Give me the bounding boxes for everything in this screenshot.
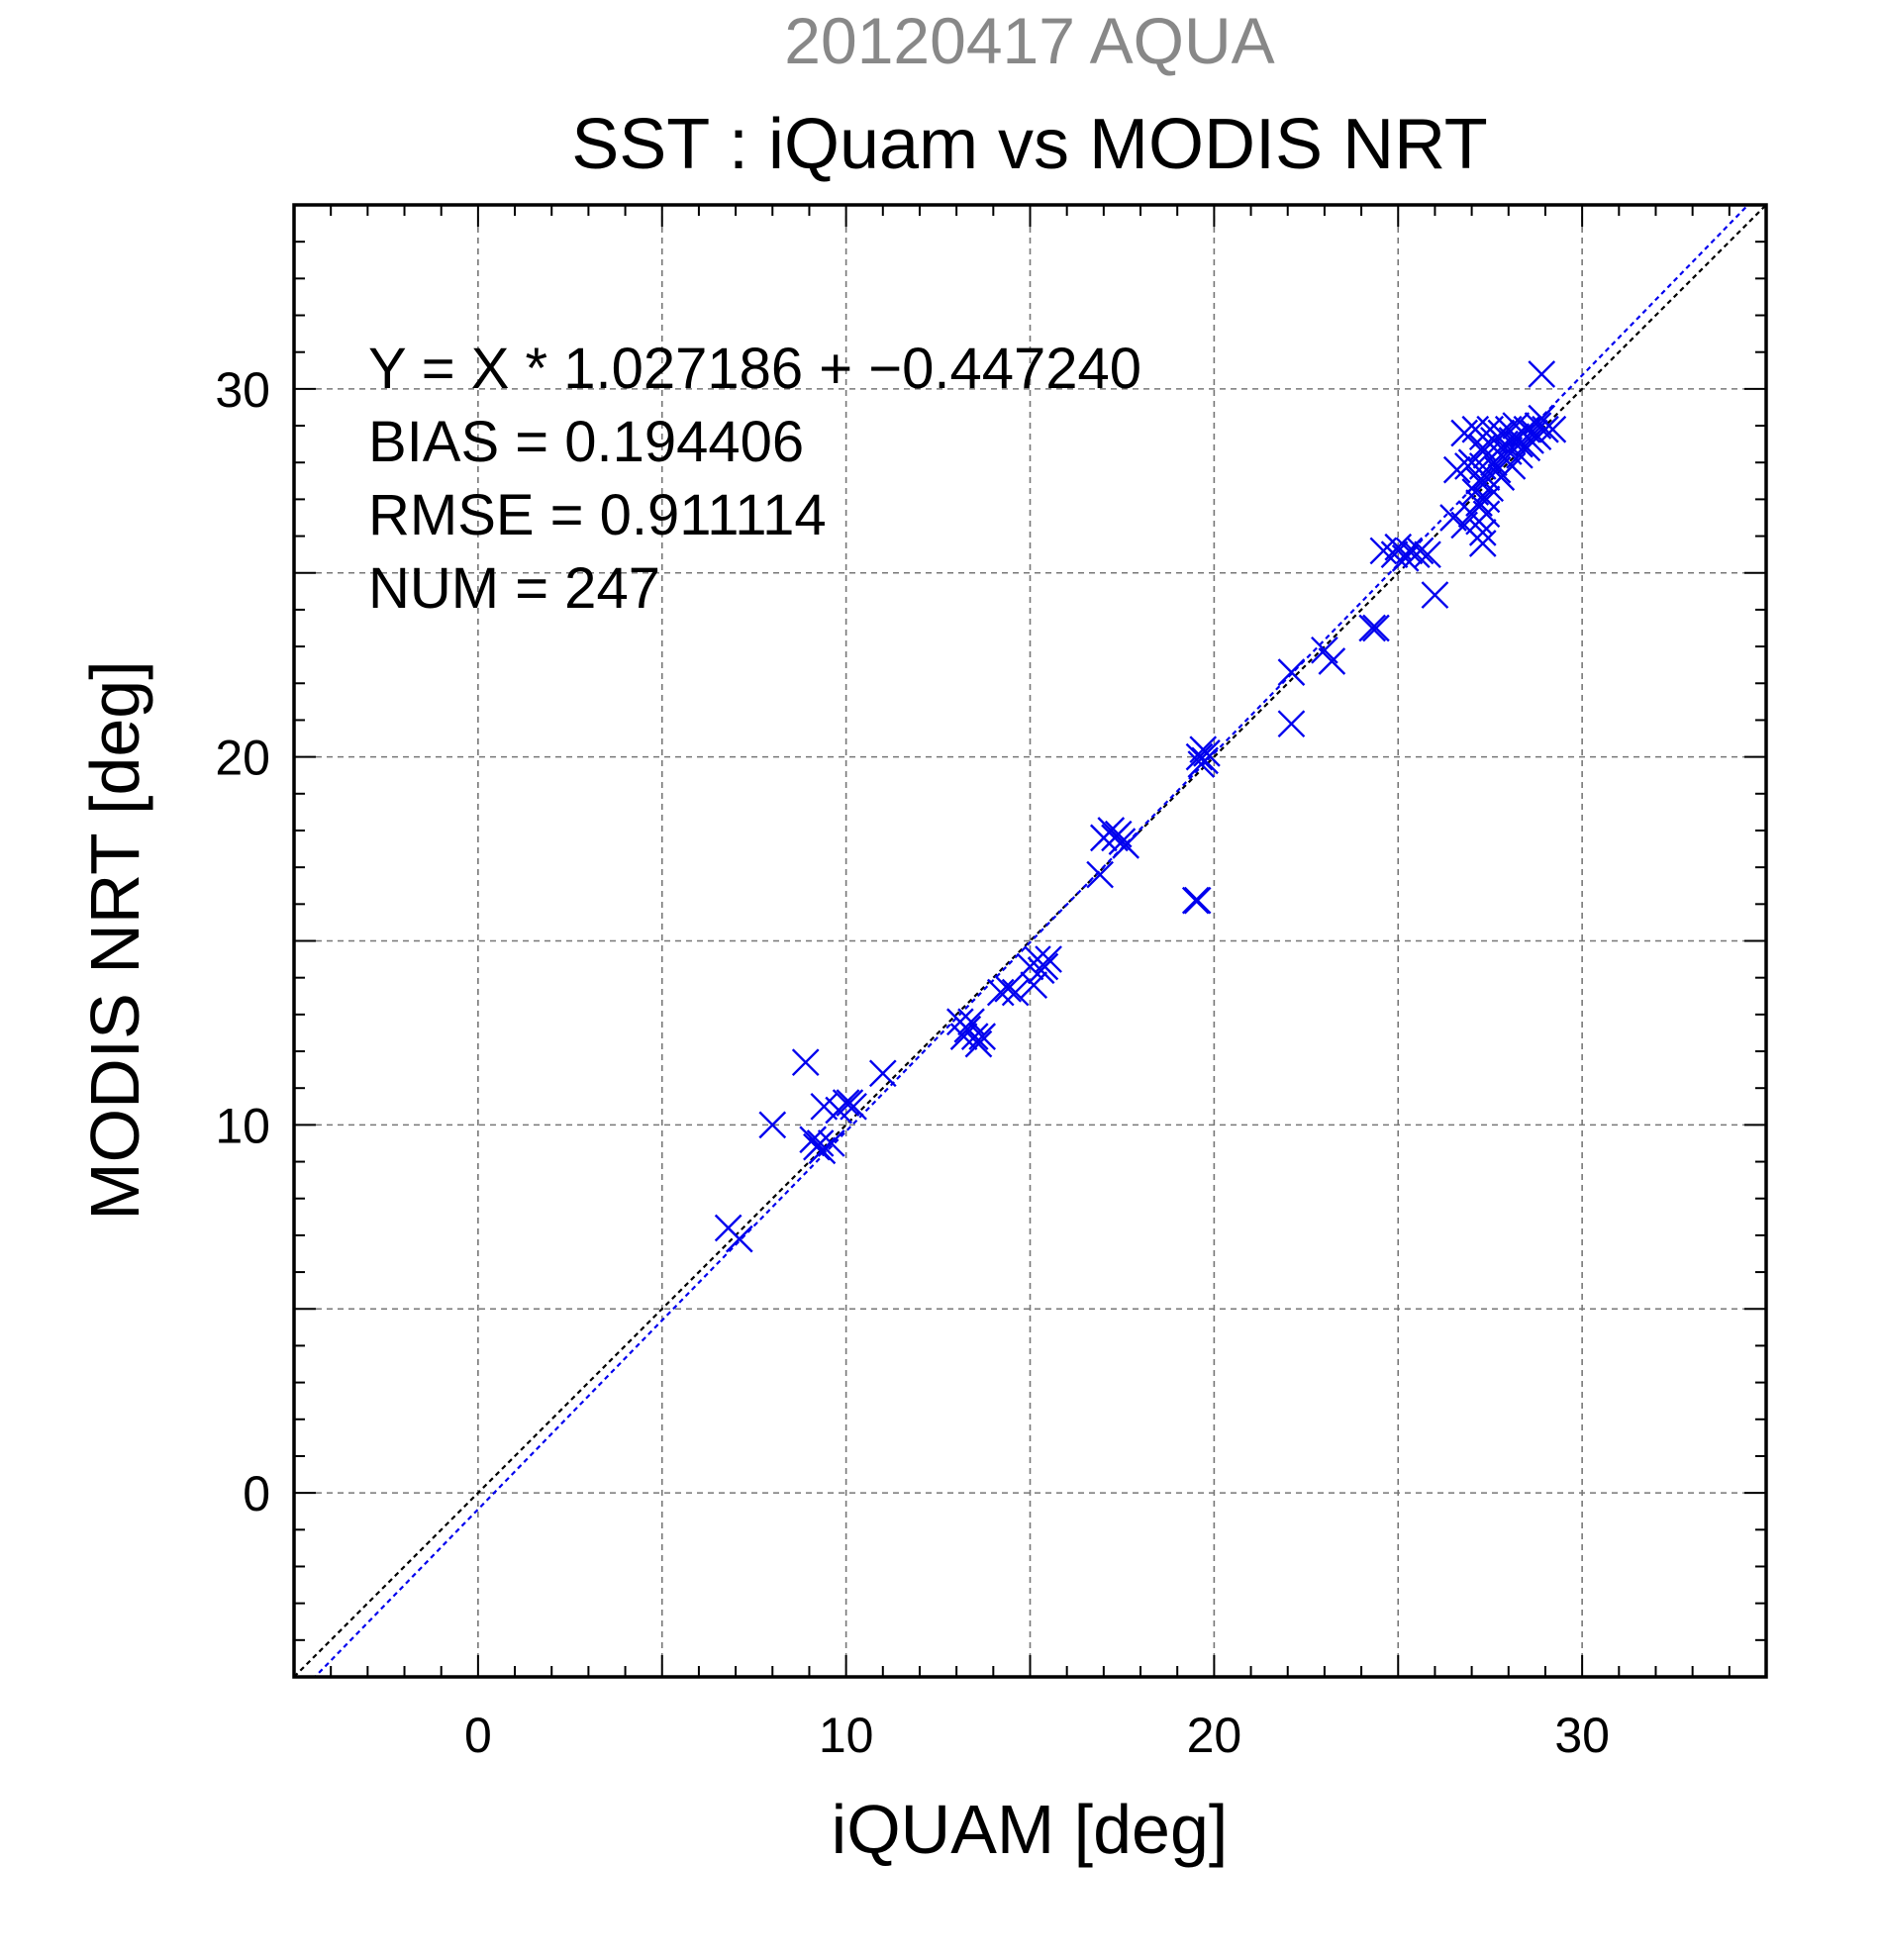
y-tick-labels: 0 10 20 30 [215,362,270,1521]
stats-equation: Y = X * 1.027186 + −0.447240 [368,337,1141,401]
data-point [968,1023,997,1051]
x-tick-label: 10 [819,1708,874,1763]
stats-num: NUM = 247 [368,556,660,621]
plot-frame [292,203,1768,1679]
data-point [1001,978,1030,1007]
data-point [1532,415,1559,443]
data-point [1468,519,1497,546]
stats-bias: BIAS = 0.194406 [368,410,804,474]
chart-title: SST : iQuam vs MODIS NRT [571,105,1488,184]
data-point [1472,500,1501,529]
x-axis-title: iQUAM [deg] [832,1791,1229,1868]
data-point [868,1059,897,1088]
data-point [1472,485,1501,514]
data-point [840,1092,867,1121]
data-point [964,1029,993,1058]
data-point [1193,739,1221,767]
data-point [1362,614,1390,642]
y-tick-label: 10 [215,1098,270,1153]
x-tick-label: 20 [1187,1708,1242,1763]
data-point [832,1089,860,1117]
data-point [1035,945,1062,973]
y-axis-title: MODIS NRT [deg] [76,660,153,1220]
data-point [960,1023,989,1051]
data-point [1031,952,1059,981]
y-tick-label: 30 [215,362,270,418]
x-tick-labels: 0 10 20 30 [464,1708,1610,1763]
data-point [1528,360,1556,388]
data-point [1450,419,1479,447]
data-point [1480,448,1508,477]
data-point [1538,415,1567,443]
data-point [806,1129,835,1157]
data-point [1185,742,1214,771]
y-tick-label: 0 [243,1466,270,1521]
data-point [1181,886,1210,915]
data-point [1191,746,1219,775]
data-point [725,1225,753,1253]
x-tick-label: 0 [464,1708,492,1763]
y-tick-label: 20 [215,731,270,786]
data-point [994,974,1023,1003]
data-point [1468,530,1497,557]
data-point [1020,971,1048,999]
stats-box: Y = X * 1.027186 + −0.447240 BIAS = 0.19… [368,337,1141,621]
data-point [1277,710,1306,738]
data-point [986,978,1015,1007]
data-point [817,1129,845,1157]
stats-rmse: RMSE = 0.911114 [368,483,827,547]
data-point [799,1126,828,1154]
data-point [1414,540,1441,569]
data-point [791,1048,820,1077]
data-point [1391,544,1420,572]
chart-supertitle: 20120417 AQUA [784,4,1274,77]
data-points [714,360,1567,1253]
data-point [1395,537,1424,565]
data-point [1277,658,1306,686]
data-point [758,1111,787,1139]
x-tick-label: 30 [1554,1708,1610,1763]
data-point [1318,647,1346,675]
grid-lines [294,205,1766,1677]
data-point [1442,455,1471,484]
data-point [1358,614,1387,642]
data-point [1517,427,1544,454]
data-point [1086,860,1114,889]
data-point [1406,537,1435,565]
data-point [1183,886,1212,915]
data-point [1112,831,1140,859]
data-point [1421,581,1449,609]
